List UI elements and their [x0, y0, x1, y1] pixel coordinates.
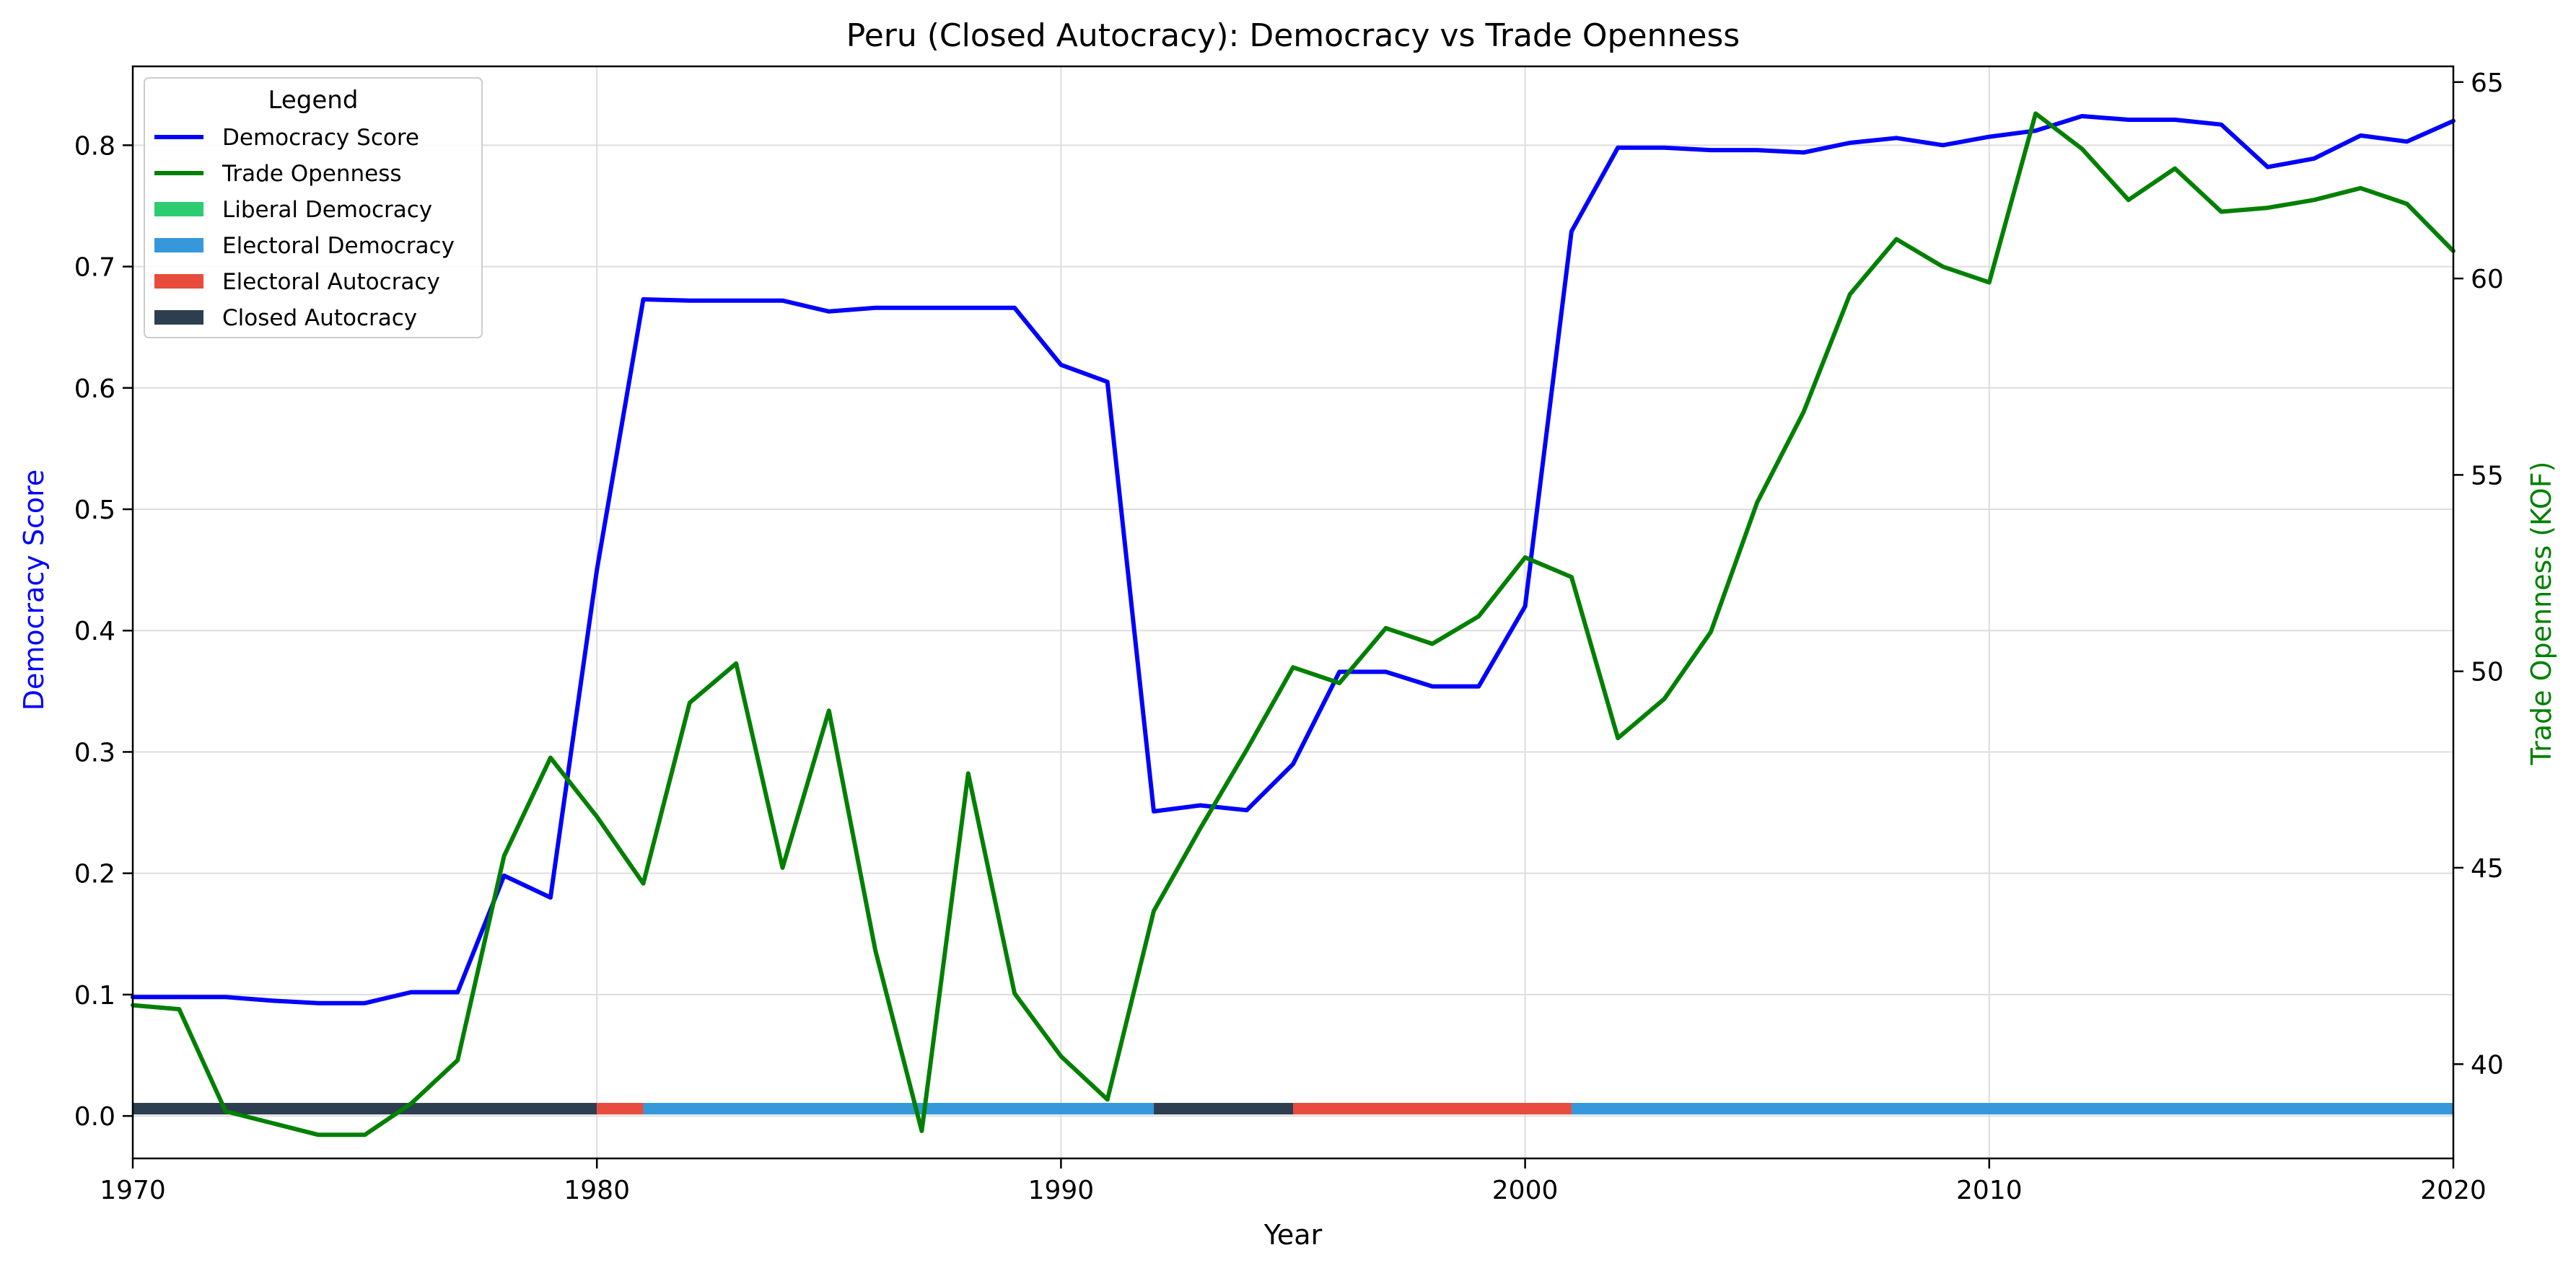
y-right-tick-label: 65	[2471, 69, 2504, 98]
legend-entry-label: Electoral Autocracy	[222, 269, 440, 295]
x-axis-label: Year	[1263, 1219, 1323, 1251]
legend-entry-label: Electoral Democracy	[222, 233, 455, 259]
x-tick-label: 2020	[2420, 1176, 2487, 1205]
y-right-tick-label: 40	[2471, 1050, 2504, 1080]
x-tick-label: 1970	[100, 1176, 166, 1205]
y-right-tick-label: 50	[2471, 658, 2504, 687]
regime-band	[1154, 1103, 1293, 1115]
legend-patch-swatch	[154, 310, 203, 325]
x-tick-label: 2000	[1492, 1176, 1559, 1205]
democracy-score-line	[131, 114, 2455, 1006]
legend-entry-label: Closed Autocracy	[222, 305, 417, 331]
regime-band	[133, 1103, 597, 1115]
legend-entries: Democracy Score Trade Openness Liberal Dem…	[154, 125, 455, 331]
legend-patch-swatch	[154, 202, 203, 216]
y-axis-left-label: Democracy Score	[18, 470, 50, 711]
series-lines	[131, 111, 2455, 1138]
legend-entry-label: Trade Openness	[222, 161, 402, 187]
legend-box	[144, 77, 483, 338]
y-right-tick-label: 55	[2471, 461, 2504, 490]
x-axis: 1970 1980 1990 2000 2010 2020	[100, 1158, 2487, 1205]
legend-patch-swatch	[154, 274, 203, 289]
legend-title: Legend	[268, 86, 359, 115]
chart-title: Peru (Closed Autocracy): Democracy vs Tr…	[846, 17, 1740, 54]
y-right-tick-label: 60	[2471, 265, 2504, 294]
trade-openness-line	[131, 111, 2455, 1138]
y-left-tick-label: 0.5	[74, 496, 115, 525]
y-axis-right: 40 45 50 55 60 65	[2453, 69, 2504, 1080]
legend-entry-label: Liberal Democracy	[222, 197, 432, 223]
grid-lines	[132, 66, 2454, 1158]
y-left-tick-label: 0.8	[74, 131, 115, 161]
y-axis-left: 0.0 0.1 0.2 0.3 0.4 0.5 0.6 0.7 0.8	[74, 131, 133, 1132]
regime-band	[1571, 1103, 2453, 1115]
regime-bands	[133, 1103, 2453, 1115]
x-tick-label: 1990	[1028, 1176, 1095, 1205]
legend-patch-swatch	[154, 238, 203, 252]
regime-band	[597, 1103, 644, 1115]
legend: Legend Democracy Score Trade Openness Libe…	[144, 77, 483, 338]
y-left-tick-label: 0.4	[74, 617, 115, 646]
x-tick-label: 1980	[564, 1176, 630, 1205]
y-axis-right-label: Trade Openness (KOF)	[2525, 461, 2557, 765]
plot-frame	[131, 65, 2455, 1160]
regime-band	[643, 1103, 1155, 1115]
y-right-tick-label: 45	[2471, 854, 2504, 884]
y-left-tick-label: 0.3	[74, 738, 115, 767]
y-left-tick-label: 0.1	[74, 981, 115, 1011]
y-left-tick-label: 0.2	[74, 860, 115, 889]
y-left-tick-label: 0.0	[74, 1102, 115, 1132]
legend-entry-label: Democracy Score	[222, 125, 419, 151]
x-tick-label: 2010	[1956, 1176, 2023, 1205]
y-left-tick-label: 0.7	[74, 253, 115, 283]
y-left-tick-label: 0.6	[74, 374, 115, 404]
regime-band	[1293, 1103, 1572, 1115]
